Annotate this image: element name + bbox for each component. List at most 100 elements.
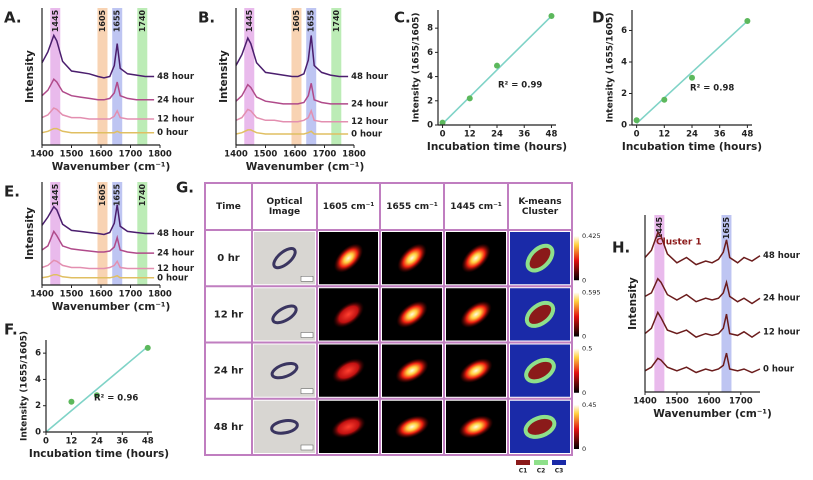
x-tick-label: 1500 [60,150,84,160]
row-label: 24 hr [214,366,244,377]
band [721,215,732,392]
optical-cell [270,419,299,435]
row-label: 48 hr [214,422,244,433]
panel-label: D. [592,9,610,27]
raman-blob [333,243,364,273]
x-tick-label: 24 [491,130,503,140]
scale-bar [300,388,314,394]
x-tick-label: 1500 [254,150,278,160]
x-tick-label: 12 [464,130,476,140]
x-axis-label: Incubation time (hours) [427,141,567,153]
spectrum [41,77,155,101]
annotation: R² = 0.98 [690,84,734,94]
y-tick-label: 8 [427,24,433,34]
series-label: 0 hour [157,273,189,283]
trendline [441,15,553,125]
x-tick-label: 36 [116,437,128,447]
x-tick-label: 1400 [30,290,54,300]
panel-label: A. [4,9,22,27]
spectrum [644,352,761,374]
y-tick-label: 2 [427,96,433,106]
band [50,8,61,145]
y-axis-label: Intensity (1655/1605) [606,13,616,123]
optical-bg [254,232,315,285]
raman-blob [459,358,493,383]
x-axis-label: Wavenumber (cm⁻¹) [653,408,772,420]
x-tick-label: 1800 [342,150,366,160]
header-text: 1605 cm⁻¹ [322,201,375,212]
raman-blob [397,243,427,273]
colorbar-max: 0.45 [582,401,596,409]
raman-blob [460,300,492,328]
optical-cell [272,247,297,270]
optical-cell [270,361,299,380]
point [93,392,100,399]
header-text: 1445 cm⁻¹ [450,201,502,212]
band-label: 1655 [113,183,122,206]
band-label: 1740 [138,9,147,32]
y-tick-label: 4 [621,57,627,67]
header-text: Time [216,201,241,212]
spectrum [644,310,761,338]
band-label: 1655 [113,9,122,32]
colorbar-max: 0.5 [582,345,592,353]
panel-label: F. [4,321,18,339]
y-tick-label: 0 [35,428,41,438]
band-label: 1740 [332,9,341,32]
band-label: 1445 [655,216,664,239]
x-tick-label: 1600 [89,150,113,160]
raman-blob [332,300,365,328]
spectrum [41,107,155,120]
x-tick-label: 1400 [633,397,657,407]
band [112,8,123,145]
colorbar [574,348,579,393]
x-tick-label: 0 [43,437,49,447]
optical-cell [271,304,298,325]
colorbar-min: 0 [582,445,586,453]
x-tick-label: 1700 [119,290,143,300]
trendline [636,20,748,125]
series-label: 24 hour [351,99,389,109]
series-label: 24 hour [763,294,801,304]
trendline [45,345,149,433]
x-tick-label: 12 [66,437,78,447]
colorbar [574,236,579,281]
optical-bg [254,400,315,453]
legend-swatch [534,460,548,465]
spectrum [41,33,155,79]
kmeans-cell [525,243,555,273]
raman-blob [331,415,366,439]
x-tick-label: 1800 [148,290,172,300]
y-tick-label: 2 [35,401,41,411]
scale-bar [300,276,314,282]
annotation: R² = 0.99 [498,81,542,91]
y-axis-label: Intensity (1655/1605) [20,331,30,441]
point [661,96,668,103]
spectrum [41,229,155,254]
spectrum [41,127,155,134]
x-axis-label: Wavenumber (cm⁻¹) [52,301,171,313]
y-tick-label: 6 [35,349,41,359]
y-axis-label: Intensity [627,277,639,330]
x-tick-label: 1600 [283,150,307,160]
raman-blob [394,415,430,439]
header-cell: Time [216,201,241,212]
x-axis-label: Incubation time (hours) [29,448,169,460]
raman-blob [458,415,494,439]
x-tick-label: 1800 [148,150,172,160]
x-tick-label: 48 [546,130,558,140]
x-tick-label: 48 [741,130,753,140]
colorbar [574,404,579,449]
row-label: 12 hr [214,309,244,320]
x-tick-label: 24 [686,130,698,140]
series-label: 48 hour [157,72,195,82]
colorbar [574,292,579,337]
band-label: 1655 [722,216,731,239]
x-tick-label: 1600 [697,397,721,407]
panel-label: G. [176,179,194,197]
series-label: 24 hour [157,95,195,105]
band-label: 1605 [98,9,107,32]
scale-bar [300,444,314,451]
series-label: 12 hour [351,117,389,127]
y-tick-label: 2 [621,89,627,99]
